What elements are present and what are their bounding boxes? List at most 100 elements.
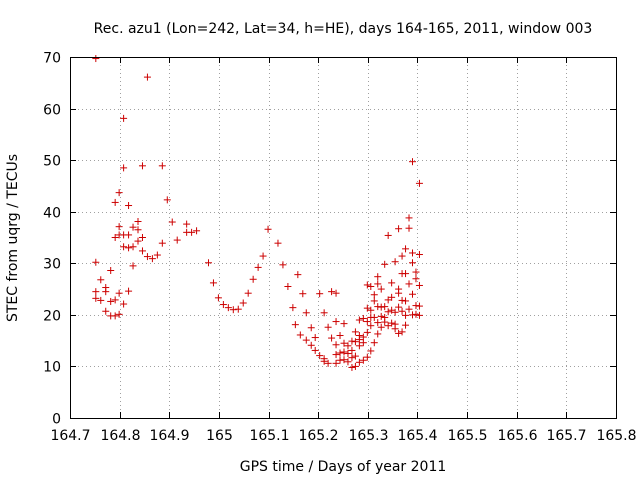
data-point: [125, 202, 133, 210]
data-point: [204, 259, 212, 267]
data-point: [412, 302, 420, 310]
plot-frame: [70, 57, 617, 419]
data-point: [374, 303, 382, 311]
data-point: [115, 223, 123, 231]
y-tick-label: 70: [43, 51, 61, 67]
data-point: [402, 321, 410, 329]
data-point: [398, 296, 406, 304]
data-point: [219, 301, 227, 309]
data-point: [279, 261, 287, 269]
data-point: [138, 247, 146, 255]
y-tick-label: 20: [43, 309, 61, 325]
data-point: [336, 356, 344, 364]
data-point: [351, 338, 359, 346]
data-point: [302, 309, 310, 317]
data-point: [344, 342, 352, 350]
data-point: [395, 289, 403, 297]
data-point: [408, 259, 416, 267]
data-point: [340, 348, 348, 356]
data-point: [398, 328, 406, 336]
data-point: [370, 291, 378, 299]
data-point: [408, 158, 416, 166]
data-point: [125, 244, 133, 252]
data-point: [328, 334, 336, 342]
data-point: [97, 296, 105, 304]
data-point: [129, 223, 137, 231]
data-point: [274, 239, 282, 247]
data-point: [351, 362, 359, 370]
data-point: [102, 288, 110, 296]
data-point: [363, 328, 371, 336]
data-point: [367, 282, 375, 290]
data-point: [163, 196, 171, 204]
y-tick-label: 10: [43, 360, 61, 376]
data-point: [355, 342, 363, 350]
data-point: [391, 308, 399, 316]
data-point: [120, 300, 128, 308]
x-tick-label: 165.1: [249, 428, 289, 444]
data-point: [115, 289, 123, 297]
data-point: [388, 279, 396, 287]
data-point: [193, 227, 201, 235]
data-point: [351, 328, 359, 336]
data-point: [381, 303, 389, 311]
data-point: [408, 311, 416, 319]
data-point: [381, 318, 389, 326]
data-point: [402, 297, 410, 305]
data-point: [415, 179, 423, 187]
x-tick-label: 165.7: [546, 428, 586, 444]
data-point: [254, 263, 262, 271]
x-tick-label: 165.6: [497, 428, 537, 444]
data-point: [377, 285, 385, 293]
data-point: [284, 282, 292, 290]
data-point: [395, 329, 403, 337]
data-point: [129, 243, 137, 251]
x-axis-label: GPS time / Days of year 2011: [240, 459, 447, 475]
data-point: [173, 236, 181, 244]
x-tick-label: 165.8: [596, 428, 636, 444]
data-point: [415, 302, 423, 310]
data-point: [402, 311, 410, 319]
data-point: [316, 352, 324, 360]
data-point: [307, 324, 315, 332]
data-point: [374, 319, 382, 327]
data-point: [402, 245, 410, 253]
data-point: [355, 336, 363, 344]
data-point: [395, 303, 403, 311]
data-point: [415, 311, 423, 319]
data-point: [291, 321, 299, 329]
data-point: [97, 276, 105, 284]
data-point: [102, 307, 110, 315]
data-point: [328, 288, 336, 296]
data-point: [92, 55, 100, 63]
axis-ticks: 164.7 164.8 164.9 165 165.1 165.2 165.3 165.4 16…: [43, 51, 636, 445]
data-point: [348, 354, 356, 362]
data-point: [415, 251, 423, 259]
data-point: [408, 290, 416, 298]
data-point: [125, 287, 133, 295]
y-axis-label: STEC from uqrg / TECUs: [5, 154, 21, 322]
data-point: [324, 323, 332, 331]
data-point: [134, 237, 142, 245]
y-tick-label: 50: [43, 154, 61, 170]
data-point: [168, 218, 176, 226]
data-point: [405, 214, 413, 222]
data-point: [351, 352, 359, 360]
data-point: [214, 294, 222, 302]
data-point: [391, 258, 399, 266]
data-point: [374, 330, 382, 338]
data-point: [344, 358, 352, 366]
data-point: [324, 359, 332, 367]
data-point: [111, 312, 119, 320]
x-tick-label: 164.8: [100, 428, 140, 444]
data-point: [388, 293, 396, 301]
data-point: [367, 306, 375, 314]
x-tick-label: 164.9: [149, 428, 189, 444]
data-point: [138, 162, 146, 170]
data-point: [244, 289, 252, 297]
data-point: [398, 307, 406, 315]
data-point: [239, 299, 247, 307]
data-point: [412, 275, 420, 283]
data-point: [120, 114, 128, 122]
data-point: [311, 346, 319, 354]
